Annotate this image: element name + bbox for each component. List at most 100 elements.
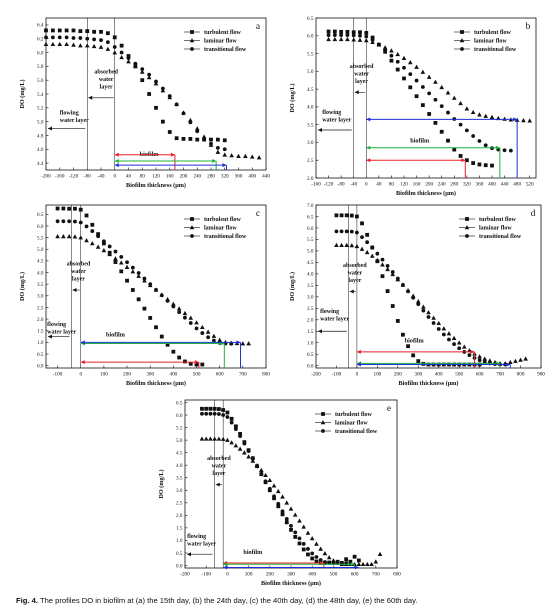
y-tick-label: 2.0 <box>307 176 314 182</box>
data-point <box>360 235 364 240</box>
data-point <box>99 38 103 43</box>
flowing-layer-arrowhead <box>48 126 52 131</box>
data-point <box>306 547 310 551</box>
data-point <box>188 361 193 366</box>
data-point <box>92 29 97 34</box>
flowing-layer-label: flowing <box>320 309 339 315</box>
absorbed-layer-arrowhead <box>349 289 354 294</box>
data-point <box>344 229 349 234</box>
y-tick-label: 3.0 <box>37 294 44 300</box>
data-point <box>326 555 332 560</box>
data-point <box>358 33 362 38</box>
data-point <box>225 410 230 415</box>
data-point <box>380 262 385 267</box>
data-point <box>217 337 222 342</box>
data-point <box>354 243 360 249</box>
panel-letter: e <box>387 404 391 414</box>
y-tick-label: 6.5 <box>176 400 183 406</box>
data-point <box>263 479 268 484</box>
data-point <box>112 35 117 40</box>
data-point <box>136 271 141 275</box>
data-point <box>44 28 48 33</box>
y-tick-label: 1.5 <box>37 329 44 335</box>
x-tick-label: -160 <box>311 182 321 188</box>
series-triangle <box>334 242 528 366</box>
data-point <box>212 411 217 416</box>
x-tick-label: 800 <box>262 372 270 378</box>
y-tick-label: 3.0 <box>307 140 314 146</box>
x-axis-label: Biofilm thickness (μm) <box>399 380 459 387</box>
data-point <box>112 45 117 49</box>
x-tick-label: 160 <box>166 174 174 180</box>
data-point <box>126 59 131 64</box>
x-tick-label: 160 <box>413 182 421 188</box>
data-point <box>188 137 193 141</box>
x-tick-label: 280 <box>207 174 215 180</box>
data-point <box>376 42 381 47</box>
data-point <box>385 266 390 272</box>
data-point <box>125 278 129 283</box>
x-tick-label: 300 <box>414 372 422 378</box>
data-point <box>215 149 221 154</box>
data-point <box>90 222 95 227</box>
data-point <box>203 436 209 441</box>
data-point <box>447 337 451 342</box>
legend-marker <box>321 429 325 433</box>
x-tick-label: 900 <box>537 372 545 378</box>
y-tick-label: 5.0 <box>307 69 314 75</box>
absorbed-layer-arrowhead <box>72 288 77 293</box>
data-point <box>426 74 432 79</box>
legend-label: turbulent flow <box>335 412 373 418</box>
data-point <box>310 556 315 561</box>
data-point <box>140 67 145 72</box>
data-point <box>276 501 281 506</box>
data-point <box>171 349 176 354</box>
y-tick-label: 5.5 <box>37 235 44 241</box>
x-tick-label: 300 <box>146 372 154 378</box>
plot-frame <box>315 17 537 179</box>
data-point <box>107 251 112 257</box>
thickness-arrowhead-left-green <box>114 159 119 164</box>
data-point <box>326 36 331 42</box>
data-point <box>426 310 431 315</box>
y-tick-label: 5.4 <box>37 92 44 98</box>
data-point <box>85 36 90 41</box>
y-tick-label: 0.5 <box>307 352 314 358</box>
x-tick-label: 0 <box>113 174 116 180</box>
y-axis-label: DO (mg/L) <box>158 469 165 498</box>
data-point <box>130 269 136 274</box>
data-point <box>332 36 338 42</box>
x-tick-label: 400 <box>435 372 443 378</box>
data-point <box>194 326 199 331</box>
data-point <box>349 229 354 234</box>
x-tick-label: -40 <box>98 174 105 180</box>
panel-letter: c <box>256 209 260 219</box>
data-point <box>259 471 264 476</box>
data-point <box>55 234 60 239</box>
data-point <box>508 148 513 153</box>
thickness-arrowhead-right-green <box>212 159 217 164</box>
absorbed-layer-label: water <box>354 71 369 77</box>
data-point <box>263 472 268 478</box>
data-point <box>502 116 507 121</box>
data-point <box>119 54 124 60</box>
data-point <box>194 320 199 325</box>
data-point <box>211 338 216 343</box>
data-point <box>147 92 152 96</box>
data-point <box>181 111 186 116</box>
data-point <box>309 536 315 541</box>
data-point <box>513 358 518 363</box>
data-point <box>159 334 164 339</box>
data-point <box>194 362 199 367</box>
x-tick-label: -200 <box>180 572 190 578</box>
data-point <box>464 106 470 111</box>
data-point <box>271 483 277 488</box>
data-point <box>433 120 438 125</box>
y-tick-label: 4.6 <box>37 147 44 153</box>
data-point <box>43 41 49 47</box>
data-point <box>101 248 107 253</box>
data-point <box>177 355 182 360</box>
x-tick-label: 500 <box>193 372 201 378</box>
x-tick-label: 300 <box>287 572 295 578</box>
data-point <box>458 122 463 127</box>
